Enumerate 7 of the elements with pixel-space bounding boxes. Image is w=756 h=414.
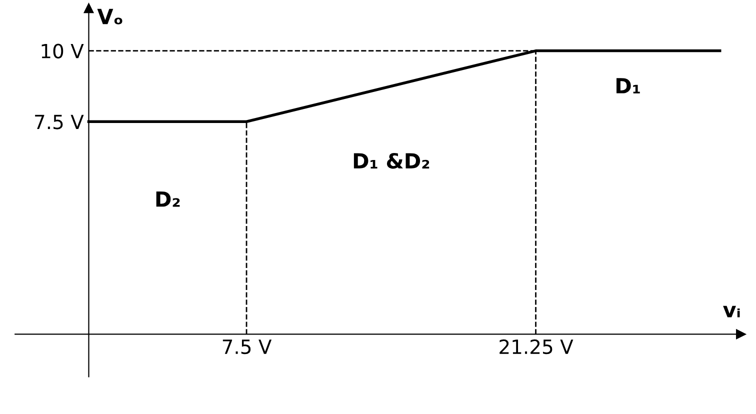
annotation: D₁ [616, 78, 640, 94]
y-axis-title: Vₒ [97, 8, 122, 24]
annotation: D₁ &D₂ [354, 152, 430, 169]
x-tick-label: 21.25 V [500, 339, 574, 354]
annotation: D₂ [156, 191, 180, 207]
x-axis-title: vᵢ [723, 306, 740, 318]
y-tick-label: 10 V [42, 44, 84, 58]
